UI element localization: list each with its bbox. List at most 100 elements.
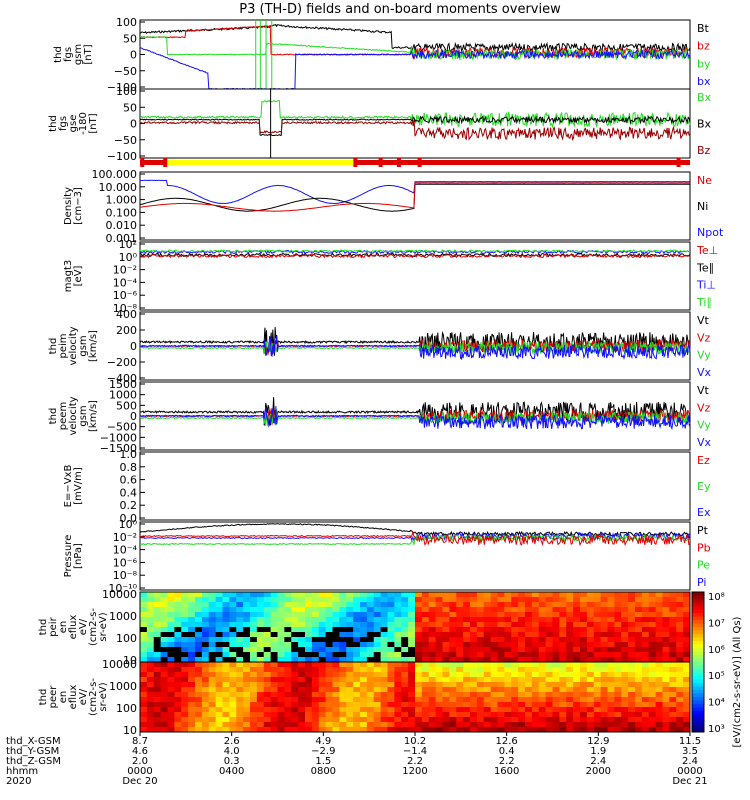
time-label: 0000 [127, 766, 152, 777]
spectrogram-cell [140, 712, 148, 718]
spectrogram-cell [380, 697, 388, 703]
spectrogram-cell [435, 672, 443, 678]
spectrogram-cell [476, 687, 485, 693]
spectrogram-cell [243, 677, 251, 683]
spectrogram-cell [518, 667, 526, 673]
spectrogram-cell [311, 712, 320, 718]
spectrogram-cell [531, 657, 540, 663]
spectrogram-cell [140, 687, 148, 693]
spectrogram-cell [305, 657, 313, 663]
spectrogram-cell [421, 682, 430, 688]
spectrogram-cell [222, 607, 230, 613]
spectrogram-cell [442, 677, 450, 683]
spectrogram-cell [428, 707, 437, 713]
spectrogram-cell [181, 607, 189, 613]
spectrogram-cell [236, 697, 244, 703]
spectrogram-cell [476, 712, 485, 718]
region-marker [396, 158, 401, 167]
spectrogram-cell [215, 697, 223, 703]
spectrogram-cell [311, 717, 320, 723]
spectrogram-cell [140, 727, 148, 733]
spectrogram-cell [470, 647, 478, 653]
spectrogram-cell [662, 592, 670, 598]
spectrogram-cell [593, 687, 602, 693]
spectrogram-cell [229, 652, 237, 658]
spectrogram-cell [250, 682, 258, 688]
spectrogram-cell [580, 657, 588, 663]
series-Vx [140, 335, 691, 361]
spectrogram-cell [277, 667, 285, 673]
spectrogram-cell [683, 647, 691, 653]
spectrogram-cell [559, 627, 567, 633]
spectrogram-cell [428, 607, 437, 613]
spectrogram-cell [305, 712, 313, 718]
spectrogram-cell [229, 712, 237, 718]
spectrogram-cell [648, 667, 657, 673]
spectrogram-cell [421, 657, 430, 663]
spectrogram-cell [208, 692, 217, 698]
x-value: 12.6 [496, 736, 518, 747]
legend-item: Vz [697, 401, 711, 414]
spectrogram-cell [236, 632, 244, 638]
spectrogram-cell [387, 647, 395, 653]
spectrogram-cell [263, 642, 272, 648]
spectrogram-cell [311, 727, 320, 733]
spectrogram-cell [573, 697, 581, 703]
spectrogram-cell [243, 647, 251, 653]
spectrogram-cell [504, 722, 512, 728]
spectrogram-cell [545, 672, 553, 678]
spectrogram-cell [277, 682, 285, 688]
spectrogram-cell [573, 702, 581, 708]
spectrogram-cell [305, 652, 313, 658]
spectrogram-cell [311, 612, 320, 618]
spectrogram-cell [641, 622, 650, 628]
spectrogram-cell [325, 602, 333, 608]
spectrogram-cell [373, 652, 382, 658]
spectrogram-cell [222, 667, 230, 673]
spectrogram-cell [504, 717, 512, 723]
spectrogram-cell [476, 592, 485, 598]
spectrogram-cell [559, 657, 567, 663]
spectrogram-cell [476, 702, 485, 708]
spectrogram-cell [250, 687, 258, 693]
spectrogram-cell [305, 727, 313, 733]
spectrogram-cell [222, 707, 230, 713]
spectrogram-cell [298, 597, 306, 603]
spectrogram-cell [146, 652, 155, 658]
series-Bz [139, 119, 691, 142]
spectrogram-cell [421, 612, 430, 618]
spectrogram-cell [648, 727, 657, 733]
spectrogram-cell [188, 607, 196, 613]
spectrogram-cell [442, 627, 450, 633]
spectrogram-cell [586, 647, 595, 653]
spectrogram-cell [538, 722, 547, 728]
spectrogram-cell [229, 602, 237, 608]
spectrogram-cell [648, 657, 657, 663]
spectrogram-cell [415, 692, 423, 698]
spectrogram-cell [291, 667, 299, 673]
spectrogram-cell [428, 702, 437, 708]
spectrogram-cell [463, 717, 471, 723]
spectrogram-cell [648, 707, 657, 713]
spectrogram-cell [346, 622, 354, 628]
spectrogram-cell [160, 712, 168, 718]
spectrogram-cell [380, 592, 388, 598]
spectrogram-cell [201, 667, 210, 673]
spectrogram-cell [552, 672, 560, 678]
spectrogram-cell [525, 717, 533, 723]
spectrogram-cell [449, 707, 457, 713]
spectrogram-cell [573, 597, 581, 603]
spectrogram-cell [291, 612, 299, 618]
spectrogram-cell [250, 657, 258, 663]
spectrogram-cell [298, 627, 306, 633]
spectrogram-cell [683, 712, 691, 718]
spectrogram-cell [628, 607, 636, 613]
spectrogram-cell [449, 672, 457, 678]
spectrogram-cell [428, 677, 437, 683]
spectrogram-cell [250, 607, 258, 613]
spectrogram-cell [607, 682, 615, 688]
spectrogram-cell [215, 652, 223, 658]
spectrogram-cell [201, 662, 210, 668]
spectrogram-cell [525, 727, 533, 733]
spectrogram-cell [641, 657, 650, 663]
